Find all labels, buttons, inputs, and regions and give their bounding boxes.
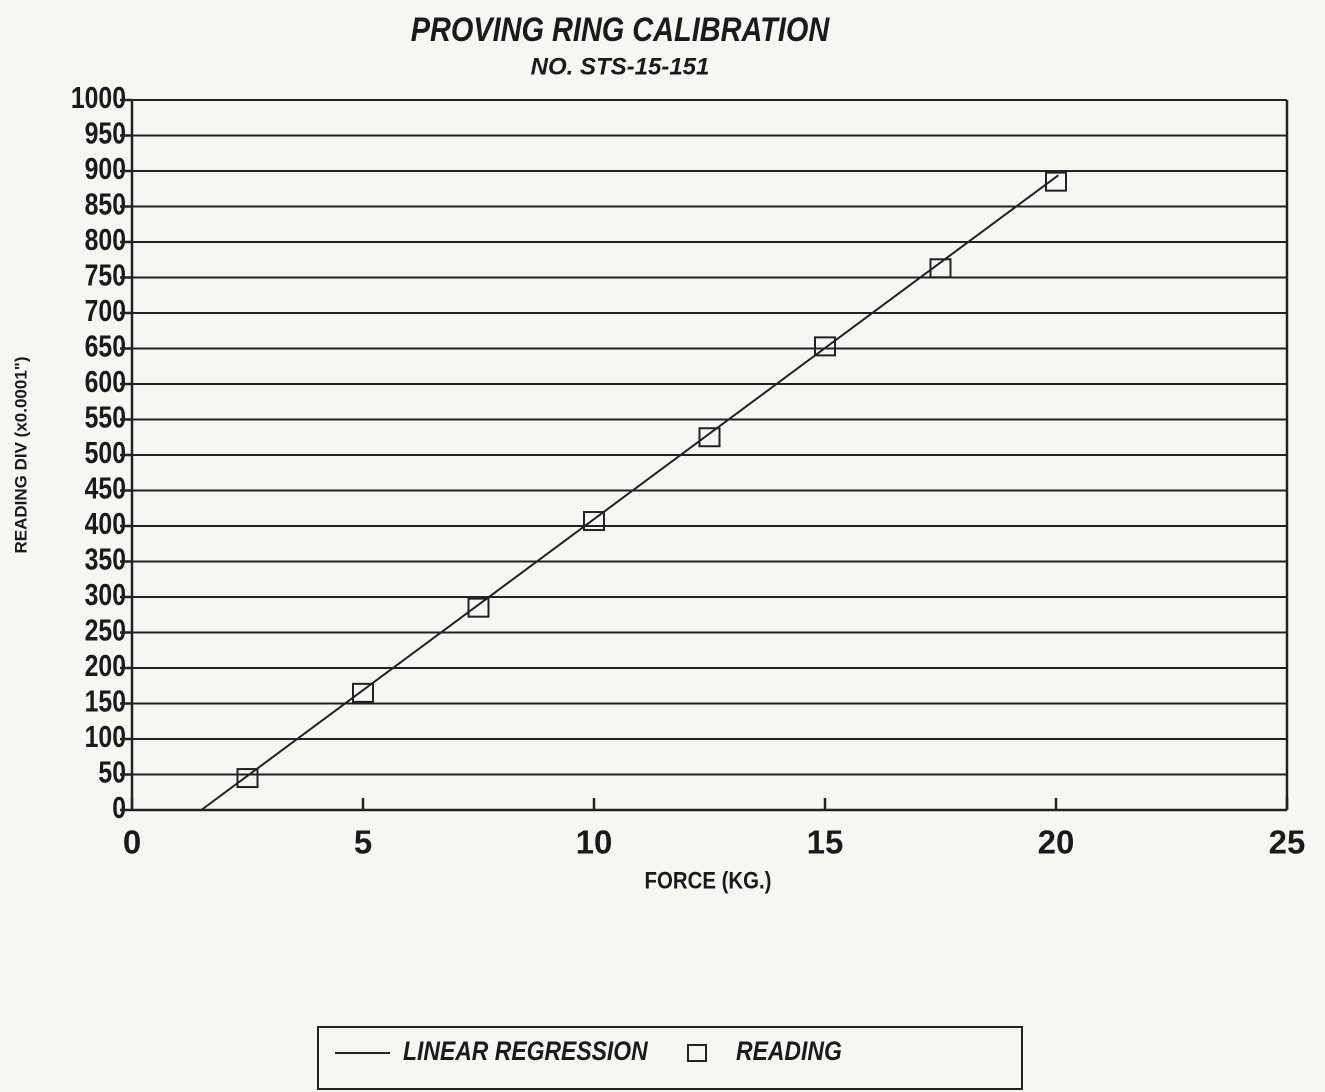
x-axis-label: FORCE (KG.) xyxy=(645,867,772,894)
y-tick-label: 450 xyxy=(85,471,126,505)
y-tick-label: 700 xyxy=(85,294,126,328)
y-tick-label: 0 xyxy=(112,791,126,825)
y-tick-label: 900 xyxy=(85,152,126,186)
y-tick-label: 200 xyxy=(85,649,126,683)
legend-swatch xyxy=(688,1045,706,1061)
y-tick-label: 250 xyxy=(85,613,126,647)
y-tick-label: 950 xyxy=(85,116,126,150)
y-tick-label: 150 xyxy=(85,684,126,718)
data-point xyxy=(700,428,720,446)
y-tick-label: 850 xyxy=(85,187,126,221)
x-tick-label: 15 xyxy=(807,824,844,861)
y-tick-label: 100 xyxy=(85,720,126,754)
x-tick-label: 25 xyxy=(1269,824,1306,861)
y-tick-label: 650 xyxy=(85,329,126,363)
y-tick-label: 600 xyxy=(85,365,126,399)
y-tick-label: 550 xyxy=(85,400,126,434)
x-tick-label: 10 xyxy=(576,824,613,861)
chart: PROVING RING CALIBRATION NO. STS-15-151 … xyxy=(0,0,1325,1092)
y-tick-label: 1000 xyxy=(71,81,126,115)
chart-title: PROVING RING CALIBRATION xyxy=(411,10,831,49)
y-tick-label: 800 xyxy=(85,223,126,257)
x-tick-label: 5 xyxy=(354,824,372,861)
chart-subtitle: NO. STS-15-151 xyxy=(531,53,710,80)
data-point xyxy=(469,599,489,617)
x-tick-label: 20 xyxy=(1038,824,1075,861)
y-tick-label: 50 xyxy=(98,755,126,789)
y-tick-label: 350 xyxy=(85,542,126,576)
y-axis-label: READING DIV (x0.0001") xyxy=(11,356,30,553)
y-tick-label: 750 xyxy=(85,258,126,292)
y-tick-label: 400 xyxy=(85,507,126,541)
x-tick-label: 0 xyxy=(123,824,141,861)
y-tick-label: 300 xyxy=(85,578,126,612)
data-point xyxy=(353,684,373,702)
legend-label: LINEAR REGRESSION xyxy=(403,1036,649,1066)
legend-label: READING xyxy=(736,1036,842,1066)
y-tick-label: 500 xyxy=(85,436,126,470)
